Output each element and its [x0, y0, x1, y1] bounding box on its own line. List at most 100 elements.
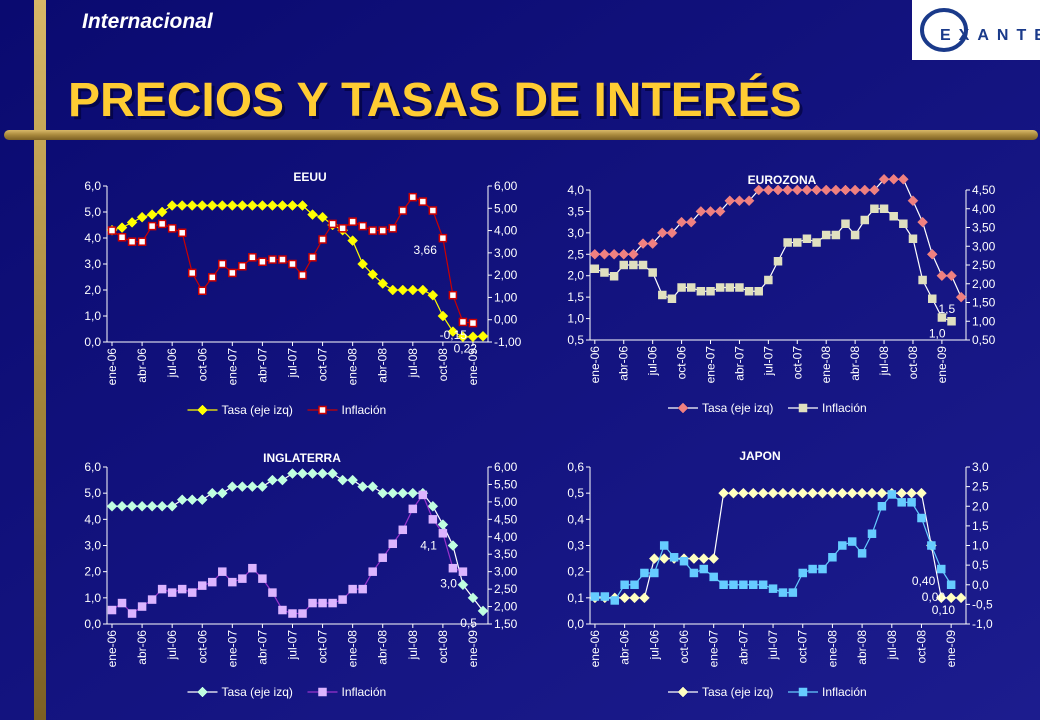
y-tick-label: 5,0 [84, 486, 101, 500]
data-label: 1,0 [929, 326, 946, 340]
y2-tick-label: 4,00 [494, 530, 518, 544]
marker [146, 500, 158, 512]
marker [156, 206, 168, 218]
data-label: -0,15 [440, 328, 468, 342]
section-title: Internacional [82, 10, 214, 33]
y-tick-label: 0,1 [567, 591, 584, 605]
x-tick-label: ene-06 [105, 348, 119, 386]
marker [127, 609, 137, 618]
x-tick-label: ene-08 [825, 630, 839, 668]
x-tick-label: abr-07 [255, 630, 269, 665]
marker [388, 539, 397, 549]
marker [358, 221, 367, 231]
y2-tick-label: 2,50 [494, 582, 518, 596]
y2-tick-label: 6,00 [494, 460, 518, 474]
y-tick-label: 4,0 [84, 512, 101, 526]
marker [801, 184, 813, 196]
x-tick-label: oct-07 [790, 346, 804, 380]
marker [428, 206, 438, 215]
y2-tick-label: 3,00 [494, 565, 518, 579]
marker [106, 500, 118, 512]
y2-tick-label: 3,50 [494, 547, 518, 561]
marker [878, 173, 890, 185]
x-tick-label: jul-08 [877, 346, 891, 377]
legend-label: Inflación [822, 685, 867, 699]
y-tick-label: 0,4 [567, 512, 584, 526]
x-tick-label: oct-06 [195, 630, 209, 664]
marker [317, 468, 328, 479]
marker [817, 487, 828, 499]
marker [137, 237, 147, 246]
marker [238, 261, 247, 271]
marker [926, 248, 938, 260]
marker [656, 227, 668, 239]
marker [347, 474, 358, 486]
y2-tick-label: 5,50 [494, 477, 518, 491]
x-tick-label: jul-07 [766, 630, 780, 661]
marker [787, 487, 799, 499]
logo-box [912, 0, 1040, 60]
marker [387, 284, 399, 296]
marker [798, 568, 807, 578]
marker [629, 592, 640, 604]
x-tick-label: ene-06 [105, 630, 119, 668]
marker [715, 283, 725, 292]
y2-tick-label: 0,0 [972, 578, 989, 592]
y-tick-label: 2,0 [567, 269, 584, 283]
marker [599, 248, 610, 260]
main-title-shadow: PRECIOS Y TASAS DE INTERÉS [71, 76, 805, 130]
y2-tick-label: 2,00 [972, 277, 996, 291]
y-tick-label: 1,5 [567, 290, 584, 304]
marker [287, 200, 298, 211]
y2-tick-label: 5,00 [494, 201, 518, 215]
marker [228, 268, 237, 278]
y2-tick-label: 4,50 [494, 512, 518, 526]
marker [438, 233, 448, 243]
marker [743, 195, 755, 207]
marker [357, 258, 369, 270]
data-label: 0,5 [460, 616, 477, 630]
marker [347, 235, 358, 246]
marker [206, 487, 218, 499]
marker [147, 595, 157, 604]
chart-panel: INGLATERRA 0,0 1,0 2,0 3,0 4,0 5,0 6,0 1,50 2,00 2… [84, 451, 517, 699]
marker [216, 200, 228, 211]
x-tick-label: ene-09 [466, 348, 480, 386]
marker [198, 581, 207, 590]
marker [811, 184, 822, 196]
marker [628, 248, 639, 260]
marker [812, 238, 821, 247]
marker [327, 468, 338, 479]
marker [448, 290, 458, 300]
x-tick-label: abr-07 [255, 348, 269, 383]
data-label: 0,22 [454, 341, 478, 355]
x-tick-label: jul-08 [406, 348, 420, 379]
y-tick-label: 2,0 [84, 283, 101, 297]
legend-label: Inflación [822, 401, 867, 415]
data-label: 0,10 [932, 603, 956, 617]
x-tick-label: abr-07 [732, 346, 746, 381]
marker [116, 222, 128, 233]
x-tick-label: ene-06 [588, 346, 602, 384]
marker [237, 200, 248, 211]
legend-label: Tasa (eje izq) [702, 401, 773, 415]
marker [438, 529, 448, 538]
marker [783, 238, 792, 247]
x-tick-label: ene-07 [225, 348, 239, 386]
marker [648, 268, 657, 277]
y2-tick-label: 3,00 [494, 246, 518, 260]
marker [916, 487, 927, 499]
x-tick-label: oct-08 [436, 348, 450, 382]
charts: EEUU 0,0 1,0 2,0 3,0 4,0 5,0 6,0 -1,00 0,00 1,00 2,… [84, 170, 995, 699]
marker [208, 577, 217, 587]
marker [308, 253, 317, 262]
y-tick-label: 0,5 [567, 333, 584, 347]
marker [257, 200, 268, 211]
chart-title: EEUU [293, 170, 326, 184]
marker [846, 487, 858, 499]
y-tick-label: 0,2 [567, 565, 584, 579]
y2-tick-label: 4,00 [494, 224, 518, 238]
x-tick-label: ene-07 [225, 630, 239, 668]
marker [447, 326, 459, 337]
marker [782, 184, 793, 196]
